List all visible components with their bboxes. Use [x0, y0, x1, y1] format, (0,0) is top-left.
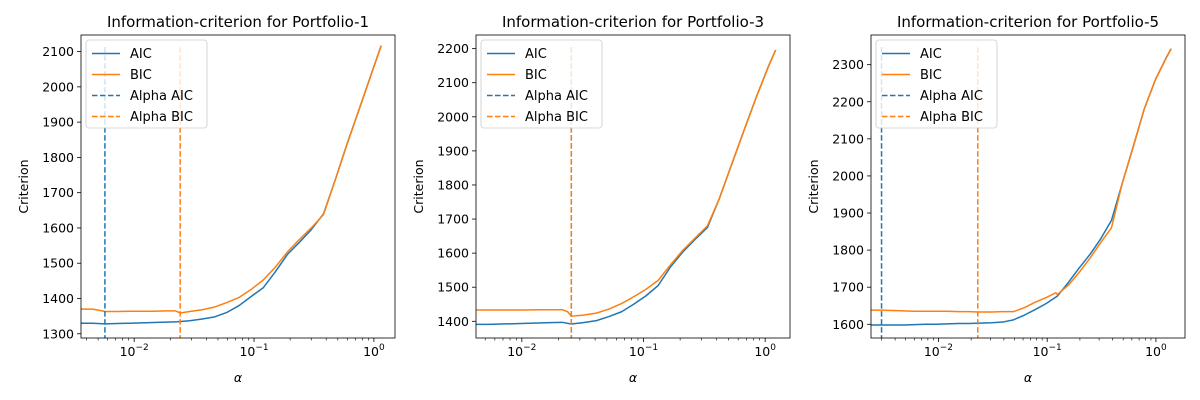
y-tick-label: 1600 [437, 246, 469, 261]
y-axis-label: Criterion [806, 159, 821, 213]
legend: AIC BIC Alpha AIC Alpha BIC [875, 39, 998, 129]
legend-label: BIC [130, 68, 152, 83]
y-tick-label: 2200 [437, 41, 469, 56]
y-tick-label: 1700 [832, 280, 864, 295]
y-tick-label: 1700 [437, 212, 469, 227]
legend-label: Alpha AIC [525, 89, 588, 104]
y-tick-label: 1900 [42, 115, 74, 130]
y-tick-label: 1800 [42, 150, 74, 165]
x-axis-label: α [629, 370, 638, 385]
y-tick-label: 1600 [832, 317, 864, 332]
series-line-bic [476, 49, 777, 317]
x-minor-ticks [86, 338, 369, 341]
x-axis-label: α [234, 370, 243, 385]
plot-frame [870, 34, 1186, 339]
chart-panel-1: Information-criterion for Portfolio-1 10−… [16, 13, 396, 385]
legend-box [875, 39, 998, 129]
x-tick-label: 10−1 [239, 343, 268, 359]
x-tick-label: 10−2 [120, 343, 149, 359]
legend-label: Alpha AIC [920, 89, 983, 104]
x-minor-ticks [881, 338, 1152, 341]
y-tick-label: 2000 [832, 168, 864, 183]
legend: AIC BIC Alpha AIC Alpha BIC [85, 39, 208, 129]
legend-label: AIC [130, 47, 152, 62]
y-tick-label: 1600 [42, 220, 74, 235]
y-tick-label: 1700 [42, 185, 74, 200]
x-tick-label: 100 [363, 343, 385, 359]
y-tick-label: 2300 [832, 57, 864, 72]
legend-label: BIC [525, 68, 547, 83]
y-tick-label: 1900 [832, 206, 864, 221]
chart-panel-3: Information-criterion for Portfolio-5 10−… [806, 13, 1186, 385]
plot-frame [80, 34, 396, 339]
series-line-bic [81, 45, 382, 314]
legend: AIC BIC Alpha AIC Alpha BIC [480, 39, 603, 129]
legend-label: Alpha BIC [130, 110, 193, 125]
plot-frame [475, 34, 791, 339]
y-tick-label: 1800 [437, 177, 469, 192]
y-axis-label: Criterion [411, 159, 426, 213]
x-tick-label: 10−1 [1033, 343, 1062, 359]
legend-box [480, 39, 603, 129]
y-tick-label: 2100 [832, 131, 864, 146]
chart-title: Information-criterion for Portfolio-3 [502, 13, 764, 31]
chart-title: Information-criterion for Portfolio-1 [107, 13, 369, 31]
x-tick-label: 10−2 [924, 343, 953, 359]
chart-panel-2: Information-criterion for Portfolio-3 10−… [411, 13, 791, 385]
y-tick-label: 1400 [42, 291, 74, 306]
series-line-bic [871, 48, 1172, 313]
legend-label: AIC [525, 47, 547, 62]
x-tick-label: 100 [1145, 343, 1167, 359]
legend-label: Alpha AIC [130, 89, 193, 104]
legend-box [85, 39, 208, 129]
y-tick-label: 2000 [437, 109, 469, 124]
y-tick-label: 1300 [42, 326, 74, 341]
x-tick-label: 100 [754, 343, 776, 359]
x-axis-label: α [1024, 370, 1033, 385]
y-tick-label: 1500 [437, 280, 469, 295]
x-tick-label: 10−1 [629, 343, 658, 359]
chart-title: Information-criterion for Portfolio-5 [897, 13, 1159, 31]
y-tick-label: 1800 [832, 243, 864, 258]
x-tick-label: 10−2 [507, 343, 536, 359]
y-tick-label: 2000 [42, 79, 74, 94]
legend-label: Alpha BIC [920, 110, 983, 125]
y-tick-label: 2100 [42, 44, 74, 59]
y-axis-label: Criterion [16, 159, 31, 213]
legend-label: AIC [920, 47, 942, 62]
y-tick-label: 1900 [437, 143, 469, 158]
legend-label: Alpha BIC [525, 110, 588, 125]
legend-label: BIC [920, 68, 942, 83]
y-tick-label: 1500 [42, 256, 74, 271]
plot-area [871, 47, 1172, 338]
y-tick-label: 1400 [437, 314, 469, 329]
x-minor-ticks [484, 338, 760, 341]
y-tick-label: 2100 [437, 75, 469, 90]
y-tick-label: 2200 [832, 94, 864, 109]
